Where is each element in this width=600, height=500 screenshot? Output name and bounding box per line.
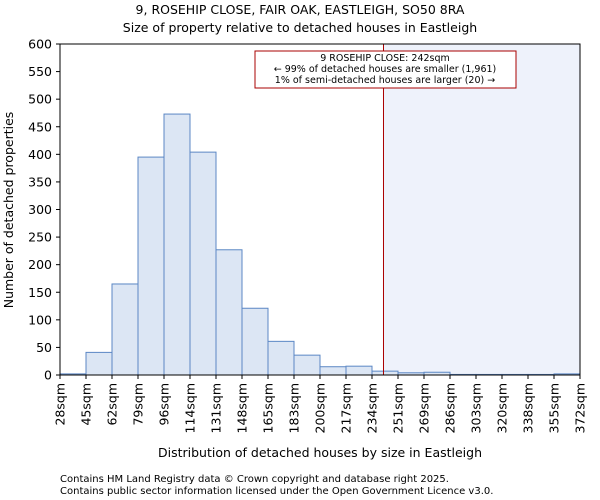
bar-45sqm — [85, 351, 113, 376]
x-tick-label: 372sqm — [573, 383, 588, 433]
x-tick-label: 183sqm — [287, 383, 302, 433]
bar-114sqm — [189, 151, 217, 376]
bar-131sqm — [215, 249, 243, 376]
x-tick-label: 217sqm — [339, 383, 354, 433]
x-tick-label: 28sqm — [53, 383, 68, 426]
x-tick-label: 355sqm — [547, 383, 562, 433]
chart-subtitle: Size of property relative to detached ho… — [123, 20, 477, 35]
x-tick-label: 165sqm — [261, 383, 276, 433]
x-tick-label: 320sqm — [495, 383, 510, 433]
y-tick-label: 350 — [28, 174, 52, 189]
y-tick-label: 600 — [28, 37, 52, 52]
bar-217sqm — [345, 365, 373, 376]
x-tick-label: 148sqm — [235, 383, 250, 433]
y-tick-label: 500 — [28, 92, 52, 107]
y-tick-label: 200 — [28, 257, 52, 272]
x-tick-label: 96sqm — [157, 383, 172, 426]
x-tick-label: 79sqm — [131, 383, 146, 426]
x-tick-label: 234sqm — [365, 383, 380, 433]
x-tick-label: 45sqm — [79, 383, 94, 426]
y-tick-label: 550 — [28, 64, 52, 79]
y-tick-label: 100 — [28, 312, 52, 327]
x-tick-label: 338sqm — [521, 383, 536, 433]
x-tick-label: 200sqm — [313, 383, 328, 433]
highlight-region — [383, 44, 580, 375]
y-tick-label: 400 — [28, 147, 52, 162]
y-tick-label: 0 — [44, 368, 52, 383]
x-tick-label: 269sqm — [417, 383, 432, 433]
footer-line-2: Contains public sector information licen… — [60, 486, 493, 497]
bar-148sqm — [241, 307, 269, 376]
bar-183sqm — [293, 354, 321, 376]
bar-234sqm — [371, 370, 399, 376]
y-tick-label: 50 — [36, 340, 52, 355]
annotation-box: 9 ROSEHIP CLOSE: 242sqm ← 99% of detache… — [254, 50, 517, 89]
y-axis-label: Number of detached properties — [1, 112, 16, 309]
bar-165sqm — [267, 340, 295, 376]
y-tick-label: 250 — [28, 230, 52, 245]
bar-79sqm — [137, 156, 165, 376]
x-tick-label: 251sqm — [391, 383, 406, 433]
annotation-line-3: 1% of semi-detached houses are larger (2… — [275, 75, 495, 86]
annotation-line-2: ← 99% of detached houses are smaller (1,… — [274, 64, 497, 75]
annotation-line-1: 9 ROSEHIP CLOSE: 242sqm — [320, 53, 450, 64]
footer-line-1: Contains HM Land Registry data © Crown c… — [60, 474, 449, 485]
y-tick-label: 300 — [28, 202, 52, 217]
y-tick-label: 450 — [28, 119, 52, 134]
x-tick-label: 114sqm — [183, 383, 198, 433]
x-axis-label: Distribution of detached houses by size … — [158, 445, 482, 460]
x-tick-label: 131sqm — [209, 383, 224, 433]
bar-62sqm — [111, 283, 139, 376]
bar-96sqm — [163, 113, 191, 376]
chart-title: 9, ROSEHIP CLOSE, FAIR OAK, EASTLEIGH, S… — [136, 2, 465, 17]
x-tick-label: 286sqm — [443, 383, 458, 433]
x-tick-label: 303sqm — [469, 383, 484, 433]
y-tick-label: 150 — [28, 285, 52, 300]
x-tick-label: 62sqm — [105, 383, 120, 426]
bar-200sqm — [319, 366, 347, 376]
